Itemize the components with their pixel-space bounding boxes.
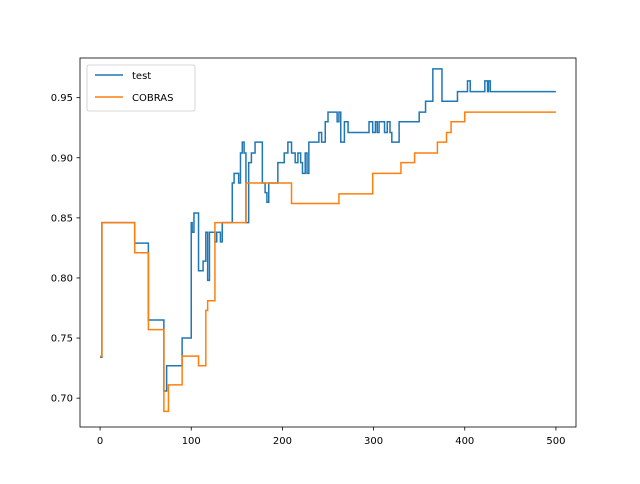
x-tick-label: 500 xyxy=(546,436,565,447)
x-tick-label: 0 xyxy=(97,436,103,447)
series-line-test xyxy=(100,68,556,392)
y-axis: 0.70 0.75 0.80 0.85 0.90 0.95 xyxy=(51,93,80,405)
x-tick-label: 200 xyxy=(273,436,292,447)
series-layer xyxy=(100,68,556,413)
y-tick-label: 0.70 xyxy=(51,394,73,405)
series-line-cobras xyxy=(100,111,556,413)
y-tick-label: 0.80 xyxy=(51,273,73,284)
legend-label-test: test xyxy=(132,71,151,82)
x-tick-label: 400 xyxy=(455,436,474,447)
legend-label-cobras: COBRAS xyxy=(132,93,173,104)
y-tick-label: 0.90 xyxy=(51,153,73,164)
plot-frame xyxy=(79,57,577,428)
y-tick-label: 0.85 xyxy=(51,213,73,224)
x-tick-label: 300 xyxy=(364,436,383,447)
y-tick-label: 0.75 xyxy=(51,334,73,345)
x-tick-label: 100 xyxy=(182,436,201,447)
y-tick-label: 0.95 xyxy=(51,93,73,104)
x-axis: 0 100 200 300 400 500 xyxy=(97,427,565,447)
legend: test COBRAS xyxy=(86,64,196,112)
legend-box xyxy=(86,64,196,112)
